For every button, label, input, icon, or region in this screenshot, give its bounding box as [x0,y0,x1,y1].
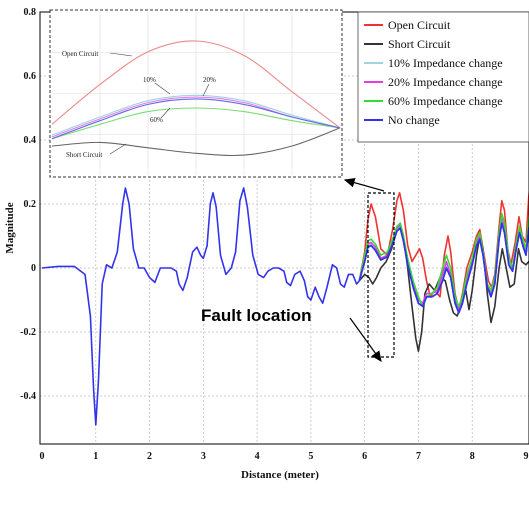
y-tick-labels: 0.8 0.6 0.4 0.2 0 -0.2 -0.4 [20,7,36,402]
x-tick-label: 0 [40,451,45,462]
y-tick-label: 0.6 [24,71,37,82]
inset-zoom-panel: Open Circuit 10% 20% 60% Short Circuit [49,9,343,178]
inset-label-short: Short Circuit [66,151,102,159]
legend-label: Short Circuit [388,37,451,51]
series-line-common [41,187,360,426]
legend-label: 20% Impedance change [388,75,503,89]
y-tick-label: 0.8 [24,7,37,18]
inset-leader-10 [154,82,171,95]
fault-arrow [349,317,382,362]
legend-label: No change [388,113,440,127]
fault-location-label: Fault location [201,306,312,325]
inset-label-60: 60% [150,116,163,124]
inset-curve [51,40,341,129]
y-tick-label: 0 [31,263,36,274]
y-tick-label: 0.2 [24,199,37,210]
x-axis-title: Distance (meter) [241,469,319,481]
fault-region-box [367,192,395,358]
x-tick-label: 9 [524,451,529,462]
series-line [358,212,529,308]
inset-leader-short [109,143,127,155]
legend: Open Circuit Short Circuit 10% Impedance c… [357,11,529,143]
inset-leader-open [109,52,133,57]
x-tick-label: 4 [255,451,260,462]
x-tick-label: 3 [201,451,206,462]
inset-label-20: 20% [203,76,216,84]
x-tick-label: 8 [470,451,475,462]
x-tick-label: 5 [308,451,313,462]
x-tick-label: 2 [147,451,152,462]
inset-leader-60 [160,107,171,119]
x-tick-labels: 0 1 2 3 4 5 6 7 8 9 [40,451,529,462]
inset-leader-20 [202,83,210,97]
series-layer [41,185,529,426]
legend-label: Open Circuit [388,18,451,32]
series-line [358,222,529,353]
x-tick-label: 1 [93,451,98,462]
legend-box [357,11,529,143]
y-axis-title: Magnitude [4,202,16,253]
y-tick-label: 0.4 [24,135,37,146]
series-line [358,185,529,311]
inset-label-10: 10% [143,76,156,84]
inset-curve [51,107,341,140]
inset-curve [51,127,341,157]
legend-label: 60% Impedance change [388,94,503,108]
inset-curve [51,98,341,140]
legend-label: 10% Impedance change [388,56,503,70]
inset-label-open: Open Circuit [62,50,98,58]
inset-curve [51,94,341,136]
zoom-arrow [343,177,385,192]
y-tick-label: -0.4 [20,391,36,402]
series-line-no-change [358,222,529,314]
x-tick-label: 6 [362,451,367,462]
inset-curves [51,40,341,157]
x-tick-label: 7 [416,451,421,462]
y-tick-label: -0.2 [20,327,36,338]
